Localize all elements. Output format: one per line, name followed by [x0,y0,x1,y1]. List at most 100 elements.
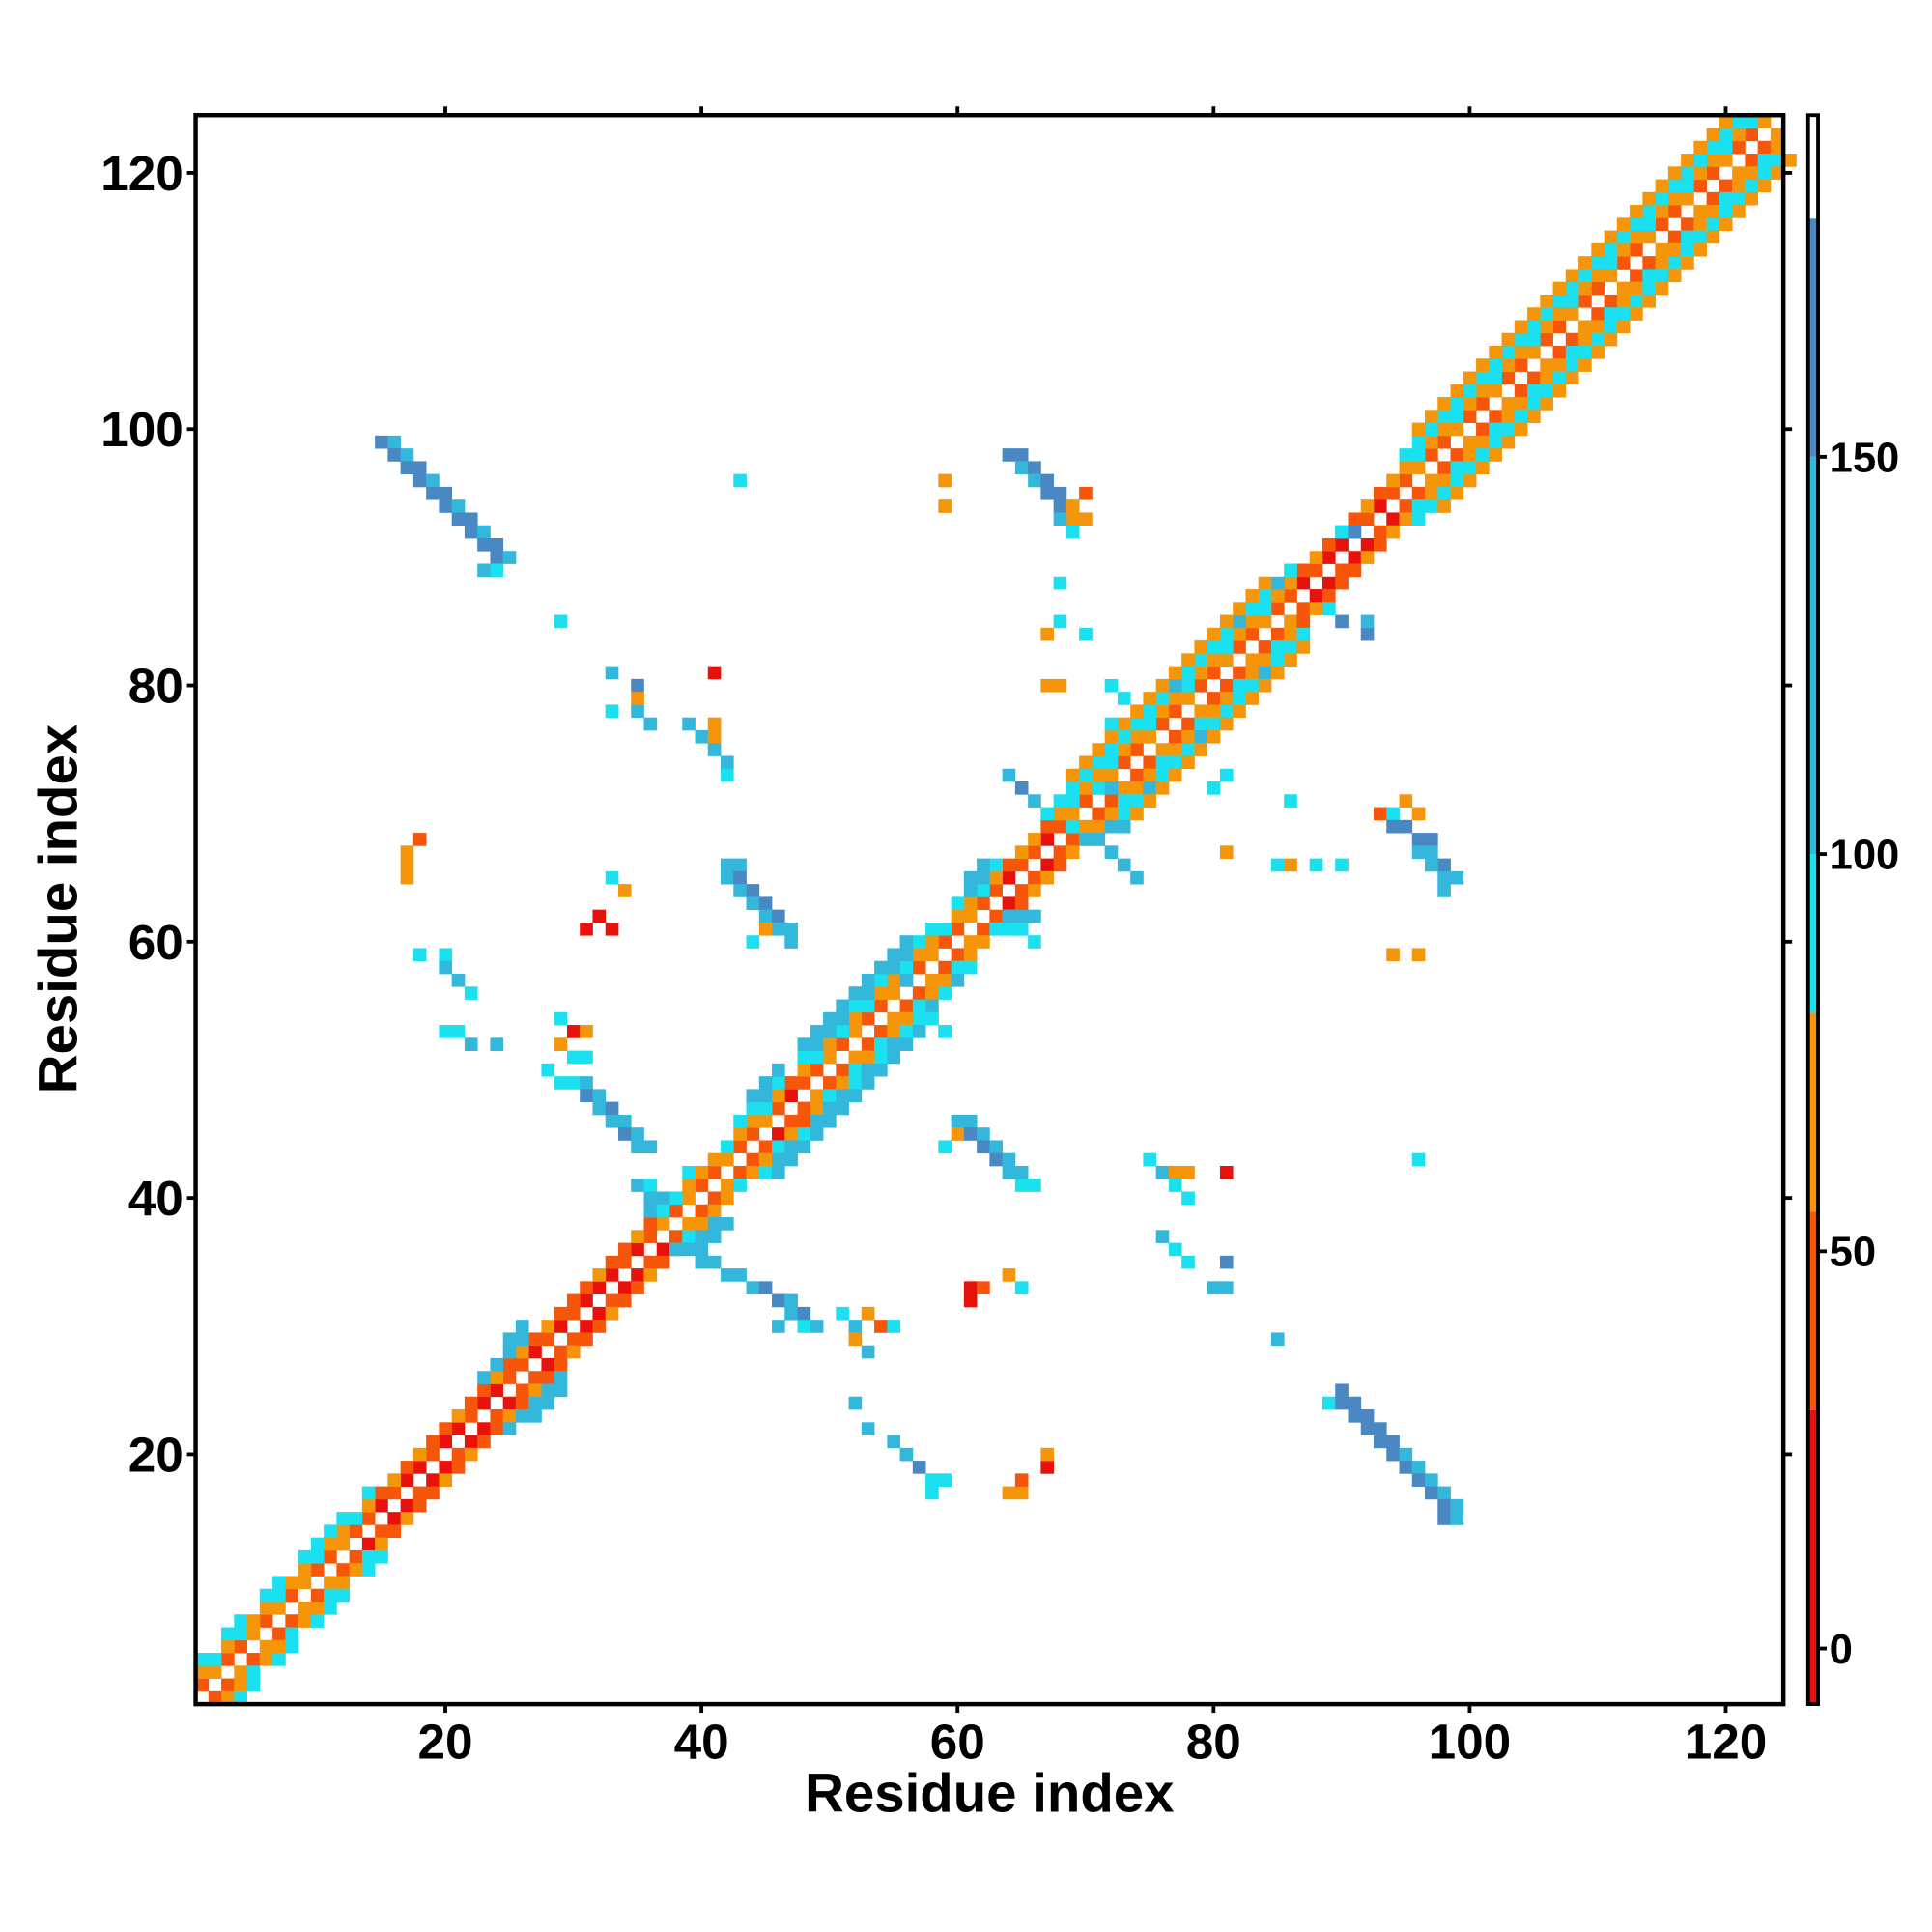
cell [861,1076,875,1090]
cell [874,1063,888,1077]
cell [426,1473,440,1487]
cell [221,1690,235,1705]
cell [580,1320,593,1333]
cell [1284,653,1297,668]
cell [298,1601,312,1615]
cell [1450,422,1464,437]
cell [733,884,747,897]
cell [1040,678,1055,693]
cell [963,909,978,923]
cell [234,1614,247,1628]
cell [1092,807,1106,821]
cell [605,666,619,680]
cell [1296,576,1311,590]
cell [1207,729,1221,744]
cell [695,1179,709,1192]
cell [810,1089,824,1103]
cell [477,1371,491,1384]
cell [285,1627,298,1641]
cell [310,1614,325,1628]
cell [1757,179,1772,193]
cell [1143,781,1157,795]
cell [1296,614,1311,629]
cell [1425,435,1438,449]
cell [464,1447,478,1462]
cell [1745,179,1759,193]
cell [515,1396,529,1410]
cell [566,1025,581,1038]
cell [541,1320,555,1333]
cell [1065,525,1080,539]
x-tick-label: 20 [418,1715,473,1770]
cell [1527,371,1541,385]
cell [1425,1486,1438,1500]
cell [1630,205,1643,218]
cell [1321,551,1336,564]
cell [925,935,939,949]
cell [1642,269,1656,283]
cell [490,1037,504,1051]
cell [1002,909,1016,923]
colorbar-segment [1807,1409,1819,1705]
cell [361,1563,376,1577]
cell [298,1576,312,1590]
cell [772,1089,785,1103]
cell [1591,332,1605,347]
cell [477,525,491,539]
cell [1591,256,1605,270]
cell [1578,256,1592,270]
cell [977,1127,990,1141]
cell [1014,1179,1029,1192]
cell [861,986,875,1000]
cell [1284,576,1297,590]
cell [707,1230,722,1243]
cell [1117,781,1131,795]
cell [733,1268,747,1282]
cell [336,1563,351,1577]
cell [310,1563,325,1577]
cell [528,1345,542,1359]
cell [1745,154,1759,167]
cell [1591,346,1605,359]
cell [234,1639,247,1654]
cell [1181,678,1195,693]
cell [1693,154,1708,167]
cell [938,473,952,488]
cell [899,999,914,1013]
cell [412,833,427,846]
cell [682,1217,696,1231]
cell [400,1473,414,1487]
cell [1437,486,1451,500]
cell [797,1127,811,1141]
cell [1104,794,1119,808]
cell [1425,448,1438,462]
cell [1425,422,1438,437]
cell [1155,704,1170,719]
cell [1578,332,1592,347]
cell [695,1255,709,1269]
cell [1411,435,1426,449]
cell [1501,358,1516,372]
cell [1245,602,1260,615]
cell [848,1050,863,1065]
cell [721,768,734,782]
cell [1181,692,1195,705]
cell [874,960,888,975]
cell [1309,858,1323,872]
cell [1732,115,1746,128]
cell [887,986,900,1000]
cell [977,896,990,911]
cell [1117,692,1131,705]
cell [1360,512,1375,526]
cell [1450,410,1464,423]
cell [400,461,414,475]
cell [1117,717,1131,731]
cell [682,1230,696,1243]
cell [643,1217,658,1231]
cell [1693,179,1708,193]
x-axis-label: Residue index [805,1763,1174,1824]
cell [823,1089,837,1103]
cell [1270,653,1285,668]
cell [1104,781,1119,795]
cell [1514,332,1528,347]
